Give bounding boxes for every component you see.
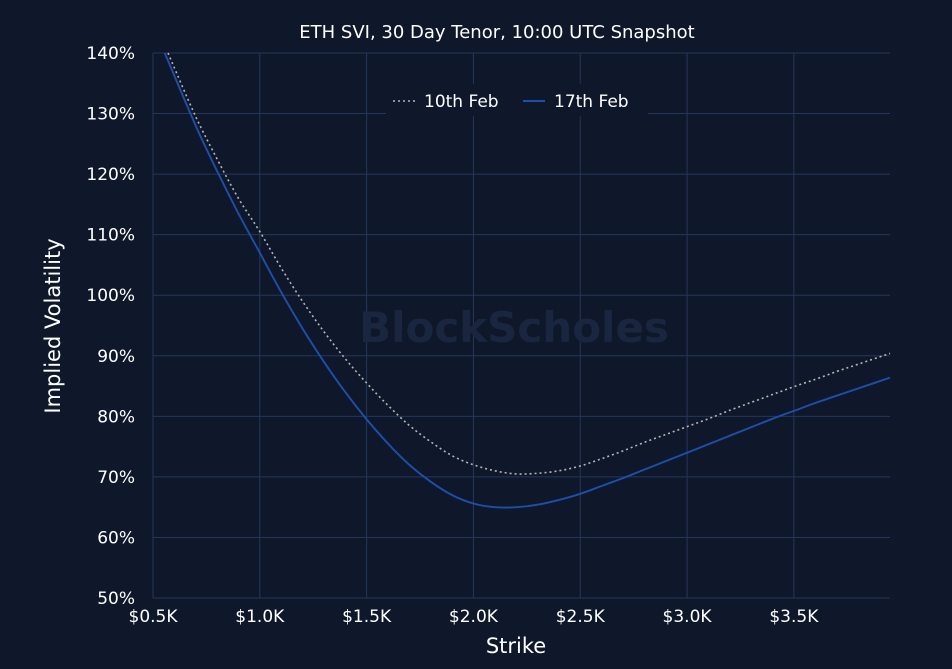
y-tick-label: 50% [97, 589, 135, 609]
x-tick-label: $1.5K [342, 607, 392, 627]
y-axis-label: Implied Volatility [41, 238, 65, 413]
x-axis-ticks: $0.5K $1.0K $1.5K $2.0K $2.5K $3.0K $3.5K [129, 607, 820, 627]
x-tick-label: $3.0K [663, 607, 713, 627]
x-tick-label: $2.5K [556, 607, 606, 627]
legend-label: 17th Feb [554, 92, 629, 112]
y-tick-label: 110% [86, 226, 135, 246]
x-tick-label: $2.0K [449, 607, 499, 627]
series-line-1 [167, 52, 891, 475]
x-tick-label: $1.0K [235, 607, 285, 627]
legend-label: 10th Feb [424, 92, 499, 112]
x-axis-label: Strike [486, 634, 546, 658]
y-tick-label: 130% [86, 105, 135, 125]
y-tick-label: 100% [86, 286, 135, 306]
y-tick-label: 90% [97, 347, 135, 367]
y-axis-ticks: 50% 60% 70% 80% 90% 100% 110% 120% 130% 140% [86, 44, 135, 609]
legend: 10th Feb 17th Feb [386, 84, 648, 116]
series-line-2 [163, 52, 891, 509]
y-tick-label: 140% [86, 44, 135, 64]
y-tick-label: 70% [97, 468, 135, 488]
x-tick-label: $0.5K [129, 607, 179, 627]
y-tick-label: 60% [97, 528, 135, 548]
chart-title: ETH SVI, 30 Day Tenor, 10:00 UTC Snapsho… [299, 22, 694, 43]
y-tick-label: 120% [86, 165, 135, 185]
x-tick-label: $3.5K [769, 607, 819, 627]
legend-background [386, 84, 648, 116]
watermark: BlockScholes [359, 303, 669, 352]
grid [152, 52, 890, 599]
y-tick-label: 80% [97, 407, 135, 427]
series [163, 52, 891, 509]
